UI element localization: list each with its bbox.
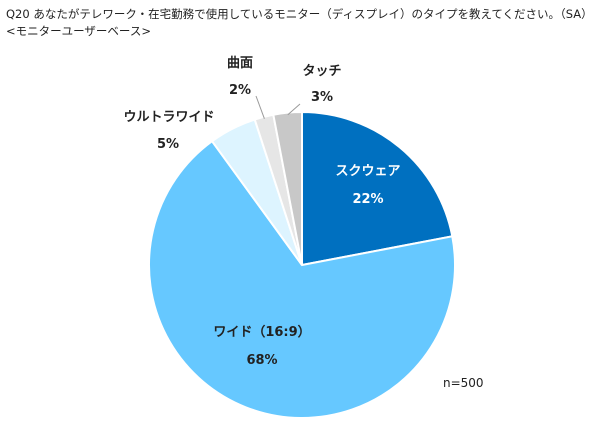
slice-label-ultrawide: ウルトラワイド: [123, 110, 214, 125]
chart-subtitle: <モニターユーザーベース>: [6, 24, 151, 38]
slice-label-curved: 曲面: [227, 55, 253, 71]
slice-label-wide: ワイド（16:9）: [213, 324, 310, 340]
leader-lines: [255, 95, 301, 119]
slice-value-wide: 68%: [246, 353, 277, 368]
chart-heading: Q20 あなたがテレワーク・在宅勤務で使用しているモニター（ディスプレイ）のタイ…: [6, 6, 593, 40]
slice-value-ultrawide: 5%: [157, 137, 179, 152]
sample-size-note: n=500: [443, 376, 484, 390]
slice-label-touch: タッチ: [302, 64, 341, 79]
slice-value-touch: 3%: [311, 90, 333, 105]
slice-value-curved: 2%: [229, 83, 251, 98]
leader-line-curved: [255, 95, 265, 119]
pie-slice-wide: [148, 139, 456, 419]
pie-slice-square: [301, 110, 454, 267]
pie-slices: [148, 110, 456, 419]
chart-title: Q20 あなたがテレワーク・在宅勤務で使用しているモニター（ディスプレイ）のタイ…: [6, 7, 593, 21]
slice-value-square: 22%: [352, 192, 383, 207]
slice-label-square: スクウェア: [335, 164, 400, 179]
leader-line-touch: [287, 103, 301, 116]
pie-slice-touch: [272, 110, 303, 266]
